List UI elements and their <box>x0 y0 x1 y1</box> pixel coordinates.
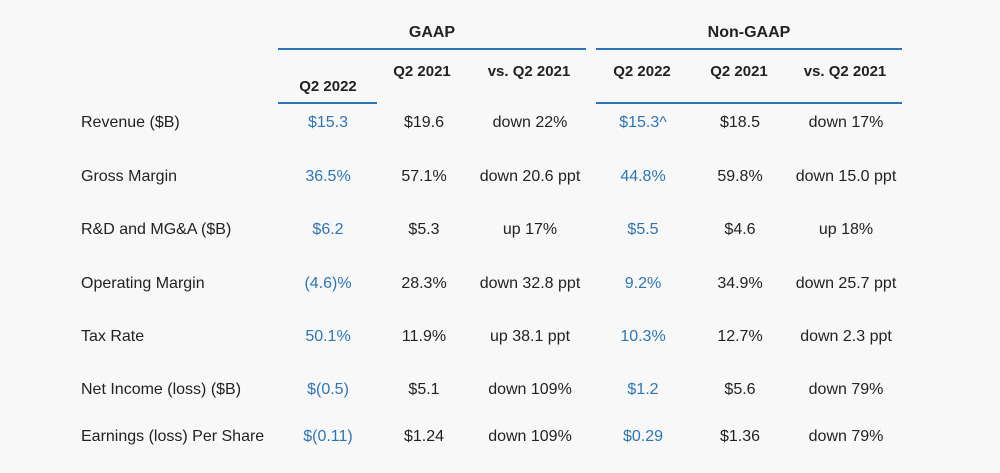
header-rule-gaap <box>278 102 377 104</box>
table-cell: down 79% <box>808 381 884 398</box>
table-cell: down 25.7 ppt <box>795 275 897 292</box>
table-cell: 57.1% <box>401 168 447 185</box>
table-cell: up 18% <box>818 221 874 238</box>
table-cell: down 32.8 ppt <box>479 275 581 292</box>
table-cell: $6.2 <box>312 221 344 238</box>
column-header-nongaap-q2-2022: Q2 2022 <box>613 63 671 80</box>
table-cell: down 79% <box>808 428 884 445</box>
table-cell: 12.7% <box>717 328 763 345</box>
table-cell: $19.6 <box>403 114 445 131</box>
table-cell: $4.6 <box>724 221 756 238</box>
column-header-gaap-vs-q2-2021: vs. Q2 2021 <box>487 63 571 80</box>
table-cell: down 15.0 ppt <box>795 168 897 185</box>
column-header-nongaap-vs-q2-2021: vs. Q2 2021 <box>803 63 887 80</box>
table-cell: 28.3% <box>401 275 447 292</box>
row-label: Net Income (loss) ($B) <box>81 381 242 398</box>
table-cell: down 17% <box>808 114 884 131</box>
row-label: Earnings (loss) Per Share <box>81 428 265 445</box>
table-cell: $1.36 <box>719 428 761 445</box>
column-header-gaap-q2-2021: Q2 2021 <box>393 63 451 80</box>
table-cell: down 2.3 ppt <box>800 328 892 345</box>
non-gaap-group-rule <box>596 48 902 50</box>
row-label: R&D and MG&A ($B) <box>81 221 232 238</box>
table-cell: $18.5 <box>719 114 761 131</box>
header-rule-nongaap <box>596 102 902 104</box>
table-cell: $5.5 <box>627 221 659 238</box>
table-cell: $1.24 <box>403 428 445 445</box>
table-cell: 59.8% <box>717 168 763 185</box>
row-label: Tax Rate <box>81 328 145 345</box>
table-cell: 50.1% <box>305 328 351 345</box>
row-label: Operating Margin <box>81 275 205 292</box>
table-cell: $(0.5) <box>307 381 349 398</box>
table-cell: down 109% <box>488 381 572 398</box>
table-cell: $0.29 <box>622 428 664 445</box>
table-cell: 36.5% <box>305 168 351 185</box>
row-label: Gross Margin <box>81 168 178 185</box>
table-cell: 34.9% <box>717 275 763 292</box>
table-cell: 10.3% <box>620 328 666 345</box>
table-cell: $1.2 <box>627 381 659 398</box>
table-cell: $5.1 <box>408 381 440 398</box>
table-cell: up 17% <box>502 221 558 238</box>
gaap-group-title: GAAP <box>408 24 456 41</box>
table-cell: 9.2% <box>624 275 662 292</box>
table-cell: (4.6)% <box>304 275 352 292</box>
table-cell: $(0.11) <box>303 428 353 445</box>
table-cell: down 22% <box>492 114 568 131</box>
table-cell: 44.8% <box>620 168 666 185</box>
column-header-gaap-q2-2022: Q2 2022 <box>299 78 357 95</box>
non-gaap-group-title: Non-GAAP <box>707 24 791 41</box>
table-cell: $15.3 <box>307 114 349 131</box>
table-cell: 11.9% <box>401 328 447 345</box>
table-cell: up 38.1 ppt <box>489 328 571 345</box>
table-cell: $5.3 <box>408 221 440 238</box>
table-cell: down 20.6 ppt <box>479 168 581 185</box>
table-cell: $15.3^ <box>619 114 667 131</box>
table-cell: down 109% <box>488 428 572 445</box>
column-header-nongaap-q2-2021: Q2 2021 <box>710 63 768 80</box>
row-label: Revenue ($B) <box>81 114 180 131</box>
gaap-group-rule <box>278 48 586 50</box>
table-cell: $5.6 <box>724 381 756 398</box>
